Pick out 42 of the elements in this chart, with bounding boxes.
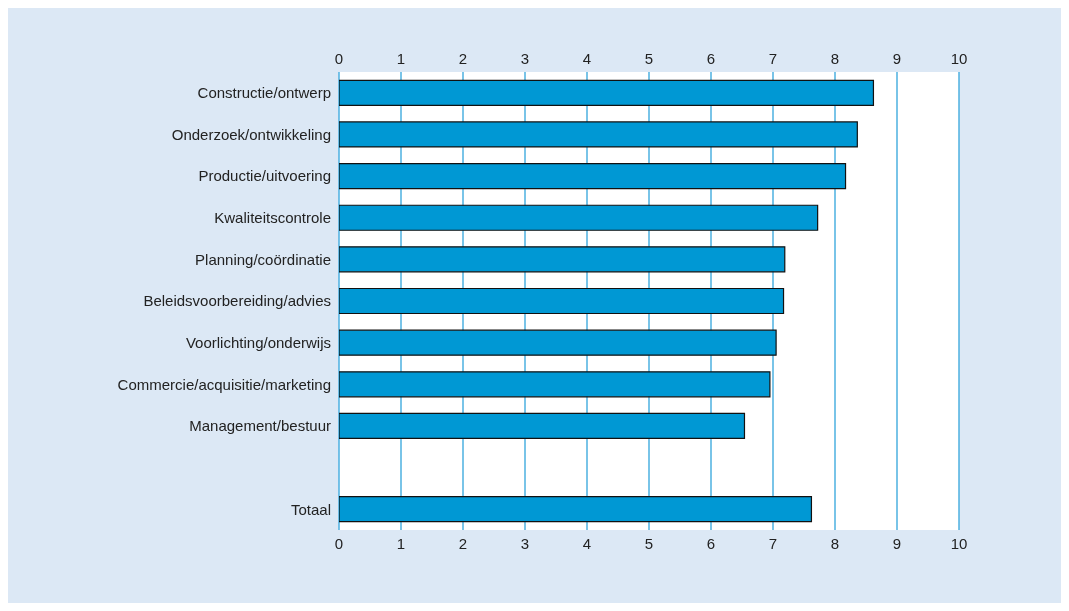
bar: [339, 121, 858, 148]
x2-tick-label: 8: [830, 50, 840, 67]
bar: [339, 371, 771, 398]
y-tick-label: Planning/coördinatie: [195, 250, 331, 268]
x-tick-label: 0: [334, 534, 344, 552]
x2-tick-label: 3: [520, 50, 530, 67]
x-tick-label: 6: [706, 534, 716, 552]
x-tick-label: 2: [458, 534, 468, 552]
x2-tick-label: 5: [644, 50, 654, 67]
bar: [339, 287, 785, 315]
bar: [339, 496, 813, 523]
x2-tick-label: 2: [458, 50, 468, 67]
x2-tick-label: 10: [950, 50, 968, 67]
y-tick-label: Beleidsvoorbereiding/advies: [143, 292, 331, 310]
y-tick-label: Voorlichting/onderwijs: [185, 333, 331, 351]
y-tick-label: Constructie/ontwerp: [197, 84, 331, 102]
x2-tick-label: 6: [706, 50, 716, 67]
y-tick-label: Kwaliteitscontrole: [214, 209, 331, 227]
x-tick-label: 4: [582, 534, 592, 552]
x-tick-label: 3: [520, 534, 530, 552]
bar: [339, 412, 746, 440]
x2-tick-label: 0: [334, 50, 344, 67]
bar: [339, 79, 875, 106]
y-tick-label: Productie/uitvoering: [198, 167, 331, 185]
x2-tick-label: 4: [582, 50, 592, 67]
x-tick-label: 9: [892, 534, 902, 552]
bar: [339, 329, 777, 356]
x-tick-label: 8: [830, 534, 840, 552]
x-tick-label: 1: [396, 534, 406, 552]
x2-tick-label: 9: [892, 50, 902, 67]
y-tick-label: Onderzoek/ontwikkeling: [171, 125, 331, 143]
y-tick-label: Management/bestuur: [189, 417, 331, 435]
bar: [339, 163, 847, 190]
x-tick-label: 10: [950, 534, 968, 552]
x2-tick-label: 1: [396, 50, 406, 67]
y-tick-label: Commercie/acquisitie/marketing: [117, 375, 331, 393]
x2-tick-label: 7: [768, 50, 778, 67]
bar: [339, 246, 786, 273]
x-tick-label: 7: [768, 534, 778, 552]
bar: [339, 204, 819, 231]
x-tick-label: 5: [644, 534, 654, 552]
y-tick-label: Totaal: [290, 500, 331, 518]
